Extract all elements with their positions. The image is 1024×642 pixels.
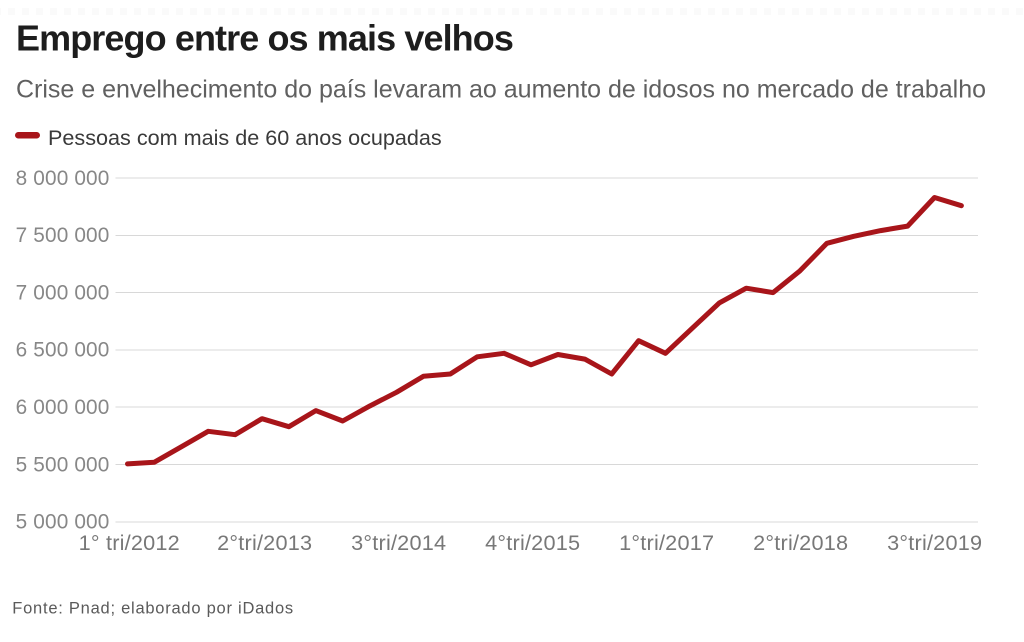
svg-text:3°tri/2019: 3°tri/2019 <box>887 530 982 555</box>
svg-text:1° tri/2012: 1° tri/2012 <box>79 530 180 555</box>
svg-text:3°tri/2014: 3°tri/2014 <box>351 530 446 555</box>
svg-text:2°tri/2013: 2°tri/2013 <box>217 530 312 555</box>
svg-text:7 500 000: 7 500 000 <box>16 224 110 247</box>
svg-text:Emprego entre os mais velhos: Emprego entre os mais velhos <box>16 18 513 59</box>
svg-text:2°tri/2018: 2°tri/2018 <box>753 530 848 555</box>
svg-text:5 000 000: 5 000 000 <box>16 511 110 534</box>
svg-text:5 500 000: 5 500 000 <box>16 453 110 476</box>
svg-text:Pessoas com mais de 60 anos oc: Pessoas com mais de 60 anos ocupadas <box>48 125 442 150</box>
svg-text:8 000 000: 8 000 000 <box>16 167 110 190</box>
svg-text:1°tri/2017: 1°tri/2017 <box>619 530 714 555</box>
svg-text:6 500 000: 6 500 000 <box>16 339 110 362</box>
svg-text:Crise e envelhecimento do país: Crise e envelhecimento do país levaram a… <box>16 76 986 104</box>
svg-text:7 000 000: 7 000 000 <box>16 281 110 304</box>
svg-text:Fonte: Pnad; elaborado por iDa: Fonte: Pnad; elaborado por iDados <box>12 600 294 618</box>
svg-text:4°tri/2015: 4°tri/2015 <box>485 530 580 555</box>
svg-text:6 000 000: 6 000 000 <box>16 396 110 419</box>
